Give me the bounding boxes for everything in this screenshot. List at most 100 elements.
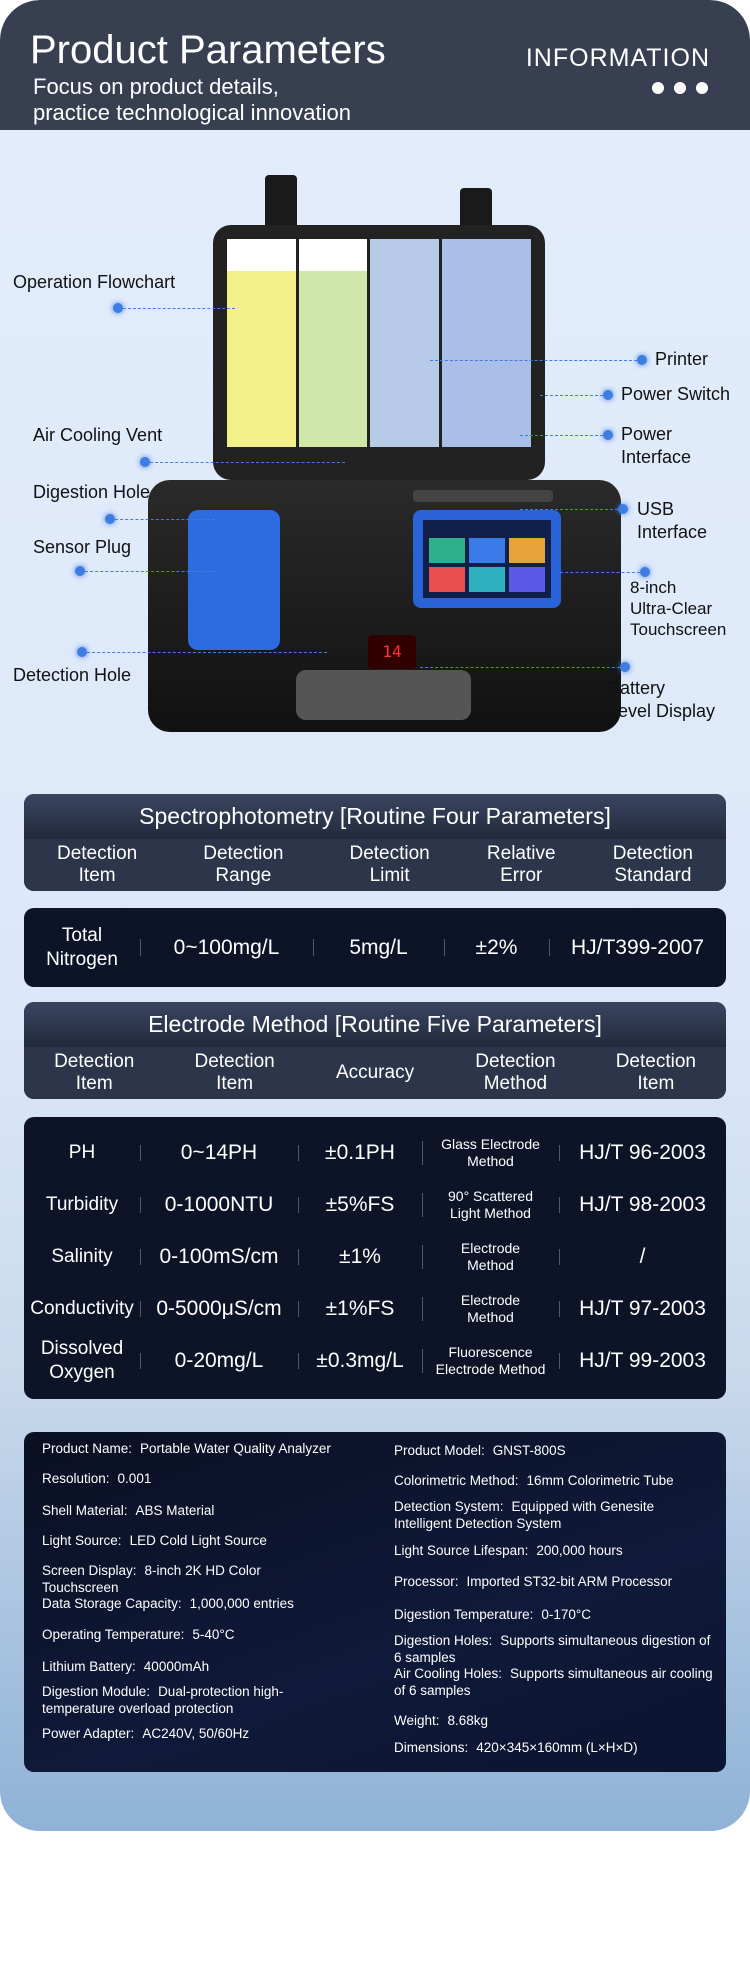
callout-dot <box>113 303 123 313</box>
label-battery-level: Battery Level Display <box>608 678 716 721</box>
cell: 0-100mS/cm <box>140 1245 298 1269</box>
spec-key: Dimensions: <box>394 1740 469 1755</box>
device-lid <box>213 225 545 480</box>
table-row: Total Nitrogen 0~100mg/L 5mg/L ±2% HJ/T3… <box>24 924 726 972</box>
lid-latch <box>265 175 297 230</box>
column-header: Detection Item <box>54 1051 135 1094</box>
device-base: 14 <box>148 480 621 732</box>
spec-item: Power Adapter: AC240V, 50/60Hz <box>42 1725 332 1742</box>
spec-key: Screen Display: <box>42 1563 137 1578</box>
cell: Salinity <box>51 1246 113 1267</box>
spec-item: Shell Material: ABS Material <box>42 1502 332 1519</box>
spec-item: Processor: Imported ST32-bit ARM Processo… <box>394 1573 714 1590</box>
spec-key: Detection System: <box>394 1499 504 1514</box>
callout-dot <box>105 514 115 524</box>
callout-dot <box>603 390 613 400</box>
label-operation-flowchart: Operation Flowchart <box>13 272 176 292</box>
electrode-table-body: PH 0~14PH ±0.1PH Glass Electrode Method HJ/T… <box>24 1117 726 1399</box>
spec-value: 0.001 <box>117 1471 152 1486</box>
callout-dot <box>637 355 647 365</box>
spec-value: Supports simultaneous air cooling of 6 s… <box>394 1666 713 1698</box>
spec-key: Power Adapter: <box>42 1726 135 1741</box>
sensor-panel <box>188 510 280 650</box>
carry-handle <box>296 670 471 720</box>
cell: Total Nitrogen <box>46 924 118 970</box>
spec-key: Data Storage Capacity: <box>42 1596 182 1611</box>
label-touchscreen: 8-inch Ultra-Clear Touchscreen <box>630 578 727 639</box>
callout-dot <box>618 504 628 514</box>
spec-key: Light Source: <box>42 1533 122 1548</box>
spec-item: Lithium Battery: 40000mAh <box>42 1658 332 1675</box>
spec-value: Supports simultaneous digestion of 6 sam… <box>394 1633 711 1665</box>
electrode-table-header: Electrode Method [Routine Five Parameter… <box>24 1002 726 1099</box>
cell: 0-5000μS/cm <box>140 1297 298 1321</box>
column-header: Detection Range <box>203 843 284 886</box>
device-diagram: 14 Operation Flowchart Air Cooling Vent … <box>0 130 750 770</box>
spec-key: Digestion Holes: <box>394 1633 493 1648</box>
spec-item: Resolution: 0.001 <box>42 1470 332 1487</box>
spec-key: Digestion Temperature: <box>394 1607 534 1622</box>
spec-key: Processor: <box>394 1574 459 1589</box>
cell: HJ/T 98-2003 <box>559 1193 726 1217</box>
callout-dot <box>640 567 650 577</box>
cell: PH <box>68 1142 96 1163</box>
column-header: Detection Item <box>56 843 138 886</box>
callout-dot <box>620 662 630 672</box>
column-header: Detection Method <box>475 1051 556 1094</box>
column-header: Accuracy <box>335 1062 415 1083</box>
column-header: Detection Limit <box>349 843 430 886</box>
callout-dot <box>75 566 85 576</box>
label-digestion-hole: Digestion Hole <box>33 482 151 502</box>
label-detection-hole: Detection Hole <box>13 665 132 685</box>
label-power-switch: Power Switch <box>621 384 731 404</box>
spec-value: 0-170°C <box>541 1607 592 1622</box>
spec-value: ABS Material <box>135 1503 215 1518</box>
cell: Glass Electrode Method <box>422 1136 559 1170</box>
spec-value: 40000mAh <box>143 1659 210 1674</box>
spec-item: Dimensions: 420×345×160mm (L×H×D) <box>394 1739 714 1756</box>
cell: 0~100mg/L <box>140 936 313 960</box>
cell: 0-1000NTU <box>140 1193 298 1217</box>
spec-key: Product Model: <box>394 1443 485 1458</box>
label-printer: Printer <box>655 349 709 369</box>
cell: 5mg/L <box>313 936 444 960</box>
specifications-panel: Product Name: Portable Water Quality Anal… <box>24 1432 726 1772</box>
cell: ±2% <box>444 936 549 960</box>
spec-value: 8-inch 2K HD Color Touchscreen <box>42 1563 261 1595</box>
spec-key: Light Source Lifespan: <box>394 1543 529 1558</box>
cell: Electrode Method <box>422 1240 559 1274</box>
cell: ±5%FS <box>298 1193 422 1217</box>
spec-item: Screen Display: 8-inch 2K HD Color Touchs… <box>42 1562 332 1596</box>
electrode-title: Electrode Method [Routine Five Parameter… <box>24 1002 726 1047</box>
spec-key: Colorimetric Method: <box>394 1473 519 1488</box>
spectro-title: Spectrophotometry [Routine Four Paramete… <box>24 794 726 839</box>
spec-value: LED Cold Light Source <box>129 1533 267 1548</box>
spec-key: Product Name: <box>42 1441 133 1456</box>
cell: ±1% <box>298 1245 422 1269</box>
spec-key: Shell Material: <box>42 1503 128 1518</box>
spec-item: Operating Temperature: 5-40°C <box>42 1626 332 1643</box>
cell: Electrode Method <box>422 1292 559 1326</box>
spec-item: Detection System: Equipped with Genesite … <box>394 1498 714 1532</box>
cell: HJ/T399-2007 <box>549 936 726 960</box>
cell: 0-20mg/L <box>140 1349 298 1373</box>
cell: Dissolved Oxygen <box>40 1338 124 1383</box>
spec-item: Digestion Module: Dual-protection high-te… <box>42 1683 332 1717</box>
spec-item: Air Cooling Holes: Supports simultaneous … <box>394 1665 714 1699</box>
callout-dot <box>603 430 613 440</box>
dots-icon <box>652 82 708 94</box>
cell: ±1%FS <box>298 1297 422 1321</box>
spec-item: Digestion Temperature: 0-170°C <box>394 1606 714 1623</box>
page-subtitle: Focus on product details, practice techn… <box>33 74 351 125</box>
column-header: Detection Item <box>615 1051 696 1094</box>
label-air-cooling-vent: Air Cooling Vent <box>33 425 163 445</box>
cell: ±0.1PH <box>298 1141 422 1165</box>
spec-value: 16mm Colorimetric Tube <box>526 1473 674 1488</box>
spec-item: Weight: 8.68kg <box>394 1712 714 1729</box>
printer-slot <box>413 490 553 502</box>
spec-value: 1,000,000 entries <box>189 1596 294 1611</box>
label-sensor-plug: Sensor Plug <box>33 537 132 557</box>
table-row: Salinity 0-100mS/cm ±1% Electrode Method / <box>24 1231 726 1283</box>
spectro-table-header: Spectrophotometry [Routine Four Paramete… <box>24 794 726 891</box>
spec-item: Digestion Holes: Supports simultaneous di… <box>394 1632 714 1666</box>
